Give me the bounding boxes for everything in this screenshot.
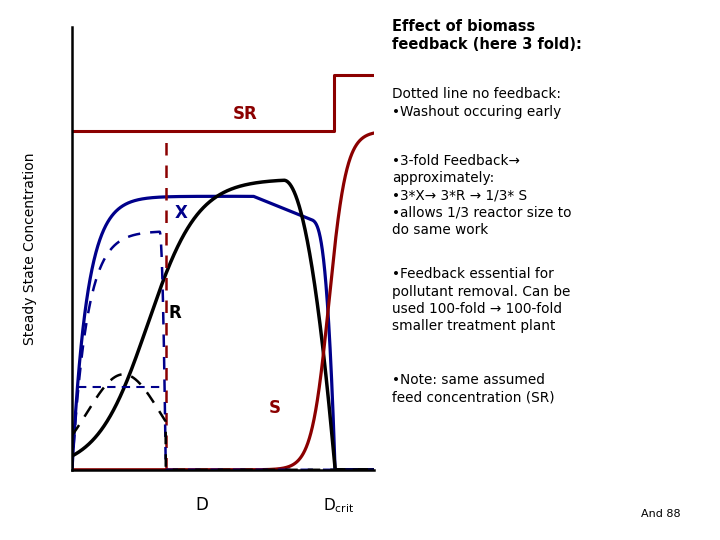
- Text: Effect of biomass
feedback (here 3 fold):: Effect of biomass feedback (here 3 fold)…: [392, 18, 582, 52]
- Text: •Feedback essential for
pollutant removal. Can be
used 100-fold → 100-fold
small: •Feedback essential for pollutant remova…: [392, 267, 570, 333]
- Text: Dotted line no feedback:
•Washout occuring early: Dotted line no feedback: •Washout occuri…: [392, 87, 561, 119]
- Text: R: R: [168, 304, 181, 322]
- Text: D: D: [196, 496, 209, 515]
- Text: D$_{\rm crit}$: D$_{\rm crit}$: [323, 496, 354, 515]
- Text: SR: SR: [233, 105, 257, 123]
- Text: And 88: And 88: [641, 509, 680, 519]
- Text: S: S: [269, 400, 281, 417]
- Text: Steady State Concentration: Steady State Concentration: [22, 152, 37, 345]
- Text: •Note: same assumed
feed concentration (SR): •Note: same assumed feed concentration (…: [392, 373, 554, 404]
- Text: X: X: [175, 204, 188, 222]
- Text: •3-fold Feedback→
approximately:
•3*X→ 3*R → 1/3* S
•allows 1/3 reactor size to
: •3-fold Feedback→ approximately: •3*X→ 3…: [392, 153, 571, 237]
